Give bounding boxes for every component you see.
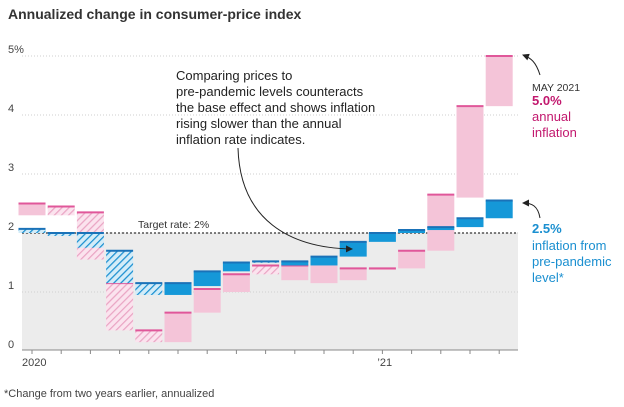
bar: [281, 265, 309, 281]
footnote: *Change from two years earlier, annualiz…: [4, 388, 215, 400]
bar: [164, 312, 192, 343]
bar: [222, 274, 250, 292]
annotation-line: the base effect and shows inflation: [176, 100, 375, 115]
pre-pandemic-callout-label: inflation from pre-pandemic level*: [532, 238, 612, 285]
bar: [427, 227, 455, 231]
pre-pandemic-callout-arrow: [522, 199, 541, 219]
y-tick-label: 3: [8, 162, 14, 174]
bar: [456, 106, 484, 198]
annotation-line: inflation rate indicates.: [176, 132, 305, 147]
annual-callout-arrow: [522, 53, 541, 76]
annual-callout-line: annual: [532, 109, 571, 124]
annual-callout-value: 5.0%: [532, 93, 562, 108]
y-axis-tick-labels: 0 1 2 3 4 5%: [8, 44, 24, 351]
bar: [339, 268, 367, 281]
bar: [398, 250, 426, 269]
bar: [339, 241, 367, 257]
annotation-line: pre-pandemic levels counteracts: [176, 84, 364, 99]
x-tick-label: ’21: [377, 357, 392, 369]
bar: [222, 262, 250, 272]
bar: [252, 265, 280, 275]
bar: [193, 289, 221, 313]
annotation-text: Comparing prices to pre-pandemic levels c…: [176, 68, 375, 147]
bar: [485, 56, 513, 107]
annual-callout-line: inflation: [532, 125, 577, 140]
y-tick-label: 5%: [8, 44, 24, 56]
bar: [47, 233, 75, 236]
bar: [76, 233, 104, 248]
target-rate-label: Target rate: 2%: [138, 219, 209, 231]
pre-pandemic-callout-line: pre-pandemic: [532, 254, 612, 269]
x-tick-label: 2020: [22, 357, 46, 369]
y-tick-label: 1: [8, 280, 14, 292]
annual-inflation-series: [18, 55, 513, 343]
bar: [193, 271, 221, 287]
pre-pandemic-callout-line: inflation from: [532, 238, 606, 253]
bar: [135, 283, 163, 295]
y-tick-label: 2: [8, 221, 14, 233]
bar: [47, 206, 75, 216]
gridlines: [22, 55, 518, 351]
y-tick-label: 0: [8, 339, 14, 351]
bar: [485, 200, 513, 219]
annual-callout-label: annual inflation: [532, 109, 577, 140]
bar: [310, 256, 338, 266]
annotation-line: Comparing prices to: [176, 68, 292, 83]
bar: [310, 262, 338, 284]
x-axis: 2020 ’21: [22, 350, 500, 369]
bar: [368, 233, 396, 242]
pre-pandemic-callout-line: level*: [532, 270, 564, 285]
bar: [106, 250, 134, 284]
below-target-shading: [22, 233, 518, 350]
bar: [18, 228, 46, 233]
bar: [164, 283, 192, 295]
bar: [398, 230, 426, 233]
bar: [281, 261, 309, 266]
pre-pandemic-series: [18, 199, 513, 295]
annual-callout-date: MAY 2021: [532, 82, 580, 94]
bar: [456, 218, 484, 228]
bar: [106, 283, 134, 331]
chart-title: Annualized change in consumer-price inde…: [8, 6, 302, 22]
bar: [427, 194, 455, 251]
annotation-line: rising slower than the annual: [176, 116, 342, 131]
bar: [135, 330, 163, 343]
bar: [18, 203, 46, 216]
annotation-arrow: [237, 147, 353, 253]
pre-pandemic-callout-value: 2.5%: [532, 221, 562, 236]
y-tick-label: 4: [8, 103, 14, 115]
